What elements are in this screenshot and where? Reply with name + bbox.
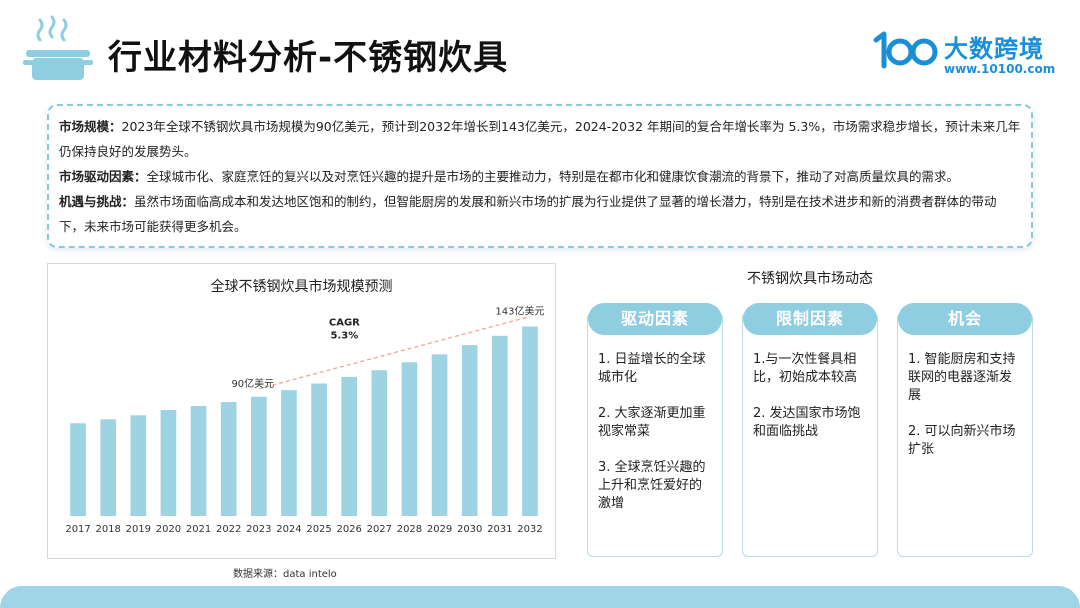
bar: [100, 419, 117, 516]
card-item: 3. 全球烹饪兴趣的上升和烹饪爱好的激增: [598, 460, 706, 511]
chart-title: 全球不锈钢炊具市场规模预测: [210, 279, 393, 295]
bar: [70, 423, 86, 516]
summary-label: 机遇与挑战：: [59, 194, 135, 209]
bottom-bar: [0, 586, 1080, 608]
x-tick-label: 2027: [367, 524, 392, 535]
bar: [522, 326, 538, 516]
summary-label: 市场驱动因素：: [59, 169, 147, 184]
brand-name: 大数跨境: [944, 35, 1044, 63]
summary-label: 市场规模：: [59, 119, 122, 134]
card-header-drivers: 驱动因素: [588, 303, 722, 335]
bar: [220, 402, 237, 516]
x-tick-label: 2023: [246, 524, 271, 535]
dynamics-title: 不锈钢炊具市场动态: [747, 271, 873, 287]
x-tick-label: 2024: [276, 524, 301, 535]
cagr-label: CAGR: [329, 318, 360, 329]
card-item: 2. 大家逐渐更加重视家常菜: [598, 406, 706, 439]
card-restraints: 1.与一次性餐具相比，初始成本较高 2. 发达国家市场饱和面临挑战: [742, 312, 878, 557]
card-body: 1. 日益增长的全球城市化 2. 大家逐渐更加重视家常菜 3. 全球烹饪兴趣的上…: [598, 351, 714, 531]
summary-text: 全球城市化、家庭烹饪的复兴以及对烹饪兴趣的提升是市场的主要推动力，特别是在都市化…: [146, 169, 960, 184]
x-tick-label: 2032: [517, 524, 542, 535]
chart-panel: 全球不锈钢炊具市场规模预测 2017 2018 2019 2020 2021 2022 20…: [47, 263, 556, 559]
x-tick-label: 2030: [457, 524, 482, 535]
card-item: 2. 可以向新兴市场扩张: [908, 424, 1016, 457]
card-item: 2. 发达国家市场饱和面临挑战: [753, 406, 861, 439]
bar: [401, 362, 418, 516]
bar: [281, 390, 297, 516]
bar-chart: 2017 2018 2019 2020 2021 2022 2023 2024 2025 2026…: [65, 305, 544, 535]
x-tick-label: 2025: [306, 524, 331, 535]
x-tick-label: 2020: [156, 524, 181, 535]
card-item: 1. 智能厨房和支持联网的电器逐渐发展: [908, 352, 1016, 403]
card-header-restraints: 限制因素: [743, 303, 877, 335]
end-value-label: 143亿美元: [495, 305, 544, 318]
x-tick-label: 2028: [397, 524, 422, 535]
chart-source: 数据来源：data intelo: [233, 569, 337, 580]
bar: [190, 406, 207, 516]
page-title: 行业材料分析-不锈钢炊具: [108, 38, 509, 78]
trend-line: [258, 315, 531, 390]
bar: [311, 383, 327, 516]
brand-url: www.10100.com: [944, 62, 1056, 76]
x-tick-label: 2022: [216, 524, 241, 535]
card-item: 1.与一次性餐具相比，初始成本较高: [753, 352, 858, 385]
x-tick-label: 2029: [427, 524, 452, 535]
summary-text: 虽然市场面临高成本和发达地区饱和的制约，但智能厨房的发展和新兴市场的扩展为行业提…: [59, 194, 997, 234]
bar: [130, 415, 147, 516]
summary-opportunities: 机遇与挑战：虽然市场面临高成本和发达地区饱和的制约，但智能厨房的发展和新兴市场的…: [59, 189, 1021, 239]
card-drivers: 1. 日益增长的全球城市化 2. 大家逐渐更加重视家常菜 3. 全球烹饪兴趣的上…: [587, 312, 723, 557]
x-tick-label: 2026: [336, 524, 361, 535]
x-tick-label: 2017: [65, 524, 90, 535]
cooking-pot-icon: [23, 15, 93, 80]
bar: [431, 354, 448, 516]
bar: [160, 410, 177, 516]
card-header-opportunities: 机会: [898, 303, 1032, 335]
cagr-value: 5.3%: [331, 331, 359, 342]
card-item: 1. 日益增长的全球城市化: [598, 352, 706, 385]
brand: 大数跨境 www.10100.com: [872, 26, 1062, 82]
x-tick-label: 2018: [95, 524, 120, 535]
summary-drivers: 市场驱动因素：全球城市化、家庭烹饪的复兴以及对烹饪兴趣的提升是市场的主要推动力，…: [59, 164, 1021, 189]
card-body: 1.与一次性餐具相比，初始成本较高 2. 发达国家市场饱和面临挑战: [753, 351, 869, 459]
bar: [371, 370, 388, 516]
x-tick-label: 2021: [186, 524, 211, 535]
bar: [250, 396, 267, 516]
x-tick-label: 2031: [487, 524, 512, 535]
brand-logo-icon: [873, 31, 938, 69]
bar: [491, 335, 508, 516]
card-body: 1. 智能厨房和支持联网的电器逐渐发展 2. 可以向新兴市场扩张: [908, 351, 1024, 477]
bar: [461, 345, 478, 516]
summary-text: 2023年全球不锈钢炊具市场规模为90亿美元，预计到2032年增长到143亿美元…: [59, 119, 1021, 159]
x-tick-label: 2019: [126, 524, 151, 535]
summary-box: 市场规模：2023年全球不锈钢炊具市场规模为90亿美元，预计到2032年增长到1…: [47, 104, 1033, 248]
start-value-label: 90亿美元: [231, 377, 274, 390]
summary-market-size: 市场规模：2023年全球不锈钢炊具市场规模为90亿美元，预计到2032年增长到1…: [59, 114, 1021, 164]
card-opportunities: 1. 智能厨房和支持联网的电器逐渐发展 2. 可以向新兴市场扩张: [897, 312, 1033, 557]
bar: [341, 376, 358, 516]
